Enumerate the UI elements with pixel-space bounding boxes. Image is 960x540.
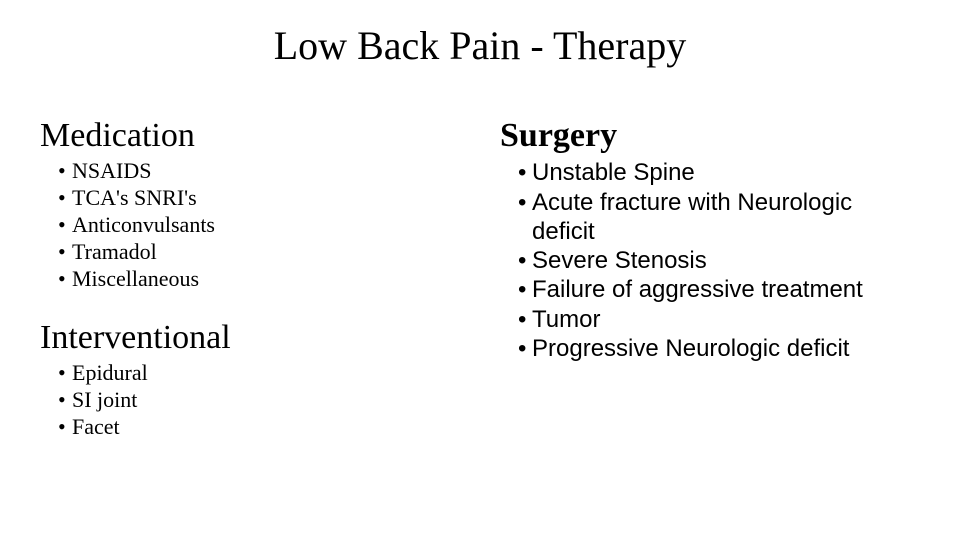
columns: Medication NSAIDS TCA's SNRI's Anticonvu… [0, 69, 960, 466]
interventional-section: Interventional Epidural SI joint Facet [40, 319, 460, 441]
list-item: Miscellaneous [58, 266, 460, 293]
interventional-heading: Interventional [40, 319, 460, 356]
slide: Low Back Pain - Therapy Medication NSAID… [0, 0, 960, 540]
medication-section: Medication NSAIDS TCA's SNRI's Anticonvu… [40, 117, 460, 293]
right-column: Surgery Unstable Spine Acute fracture wi… [500, 117, 920, 466]
list-item: Unstable Spine [518, 158, 920, 187]
list-item: Epidural [58, 360, 460, 387]
list-item: Tramadol [58, 239, 460, 266]
list-item: Severe Stenosis [518, 246, 920, 275]
slide-title: Low Back Pain - Therapy [0, 0, 960, 69]
medication-list: NSAIDS TCA's SNRI's Anticonvulsants Tram… [40, 158, 460, 292]
list-item: Tumor [518, 305, 920, 334]
left-column: Medication NSAIDS TCA's SNRI's Anticonvu… [40, 117, 460, 466]
list-item: Progressive Neurologic deficit [518, 334, 920, 363]
list-item: TCA's SNRI's [58, 185, 460, 212]
medication-heading: Medication [40, 117, 460, 154]
interventional-list: Epidural SI joint Facet [40, 360, 460, 440]
surgery-heading: Surgery [500, 117, 920, 154]
list-item: NSAIDS [58, 158, 460, 185]
list-item: Anticonvulsants [58, 212, 460, 239]
surgery-list: Unstable Spine Acute fracture with Neuro… [500, 158, 920, 363]
list-item: Acute fracture with Neurologic deficit [518, 188, 920, 247]
list-item: SI joint [58, 387, 460, 414]
surgery-section: Surgery Unstable Spine Acute fracture wi… [500, 117, 920, 363]
list-item: Facet [58, 414, 460, 441]
list-item: Failure of aggressive treatment [518, 275, 920, 304]
